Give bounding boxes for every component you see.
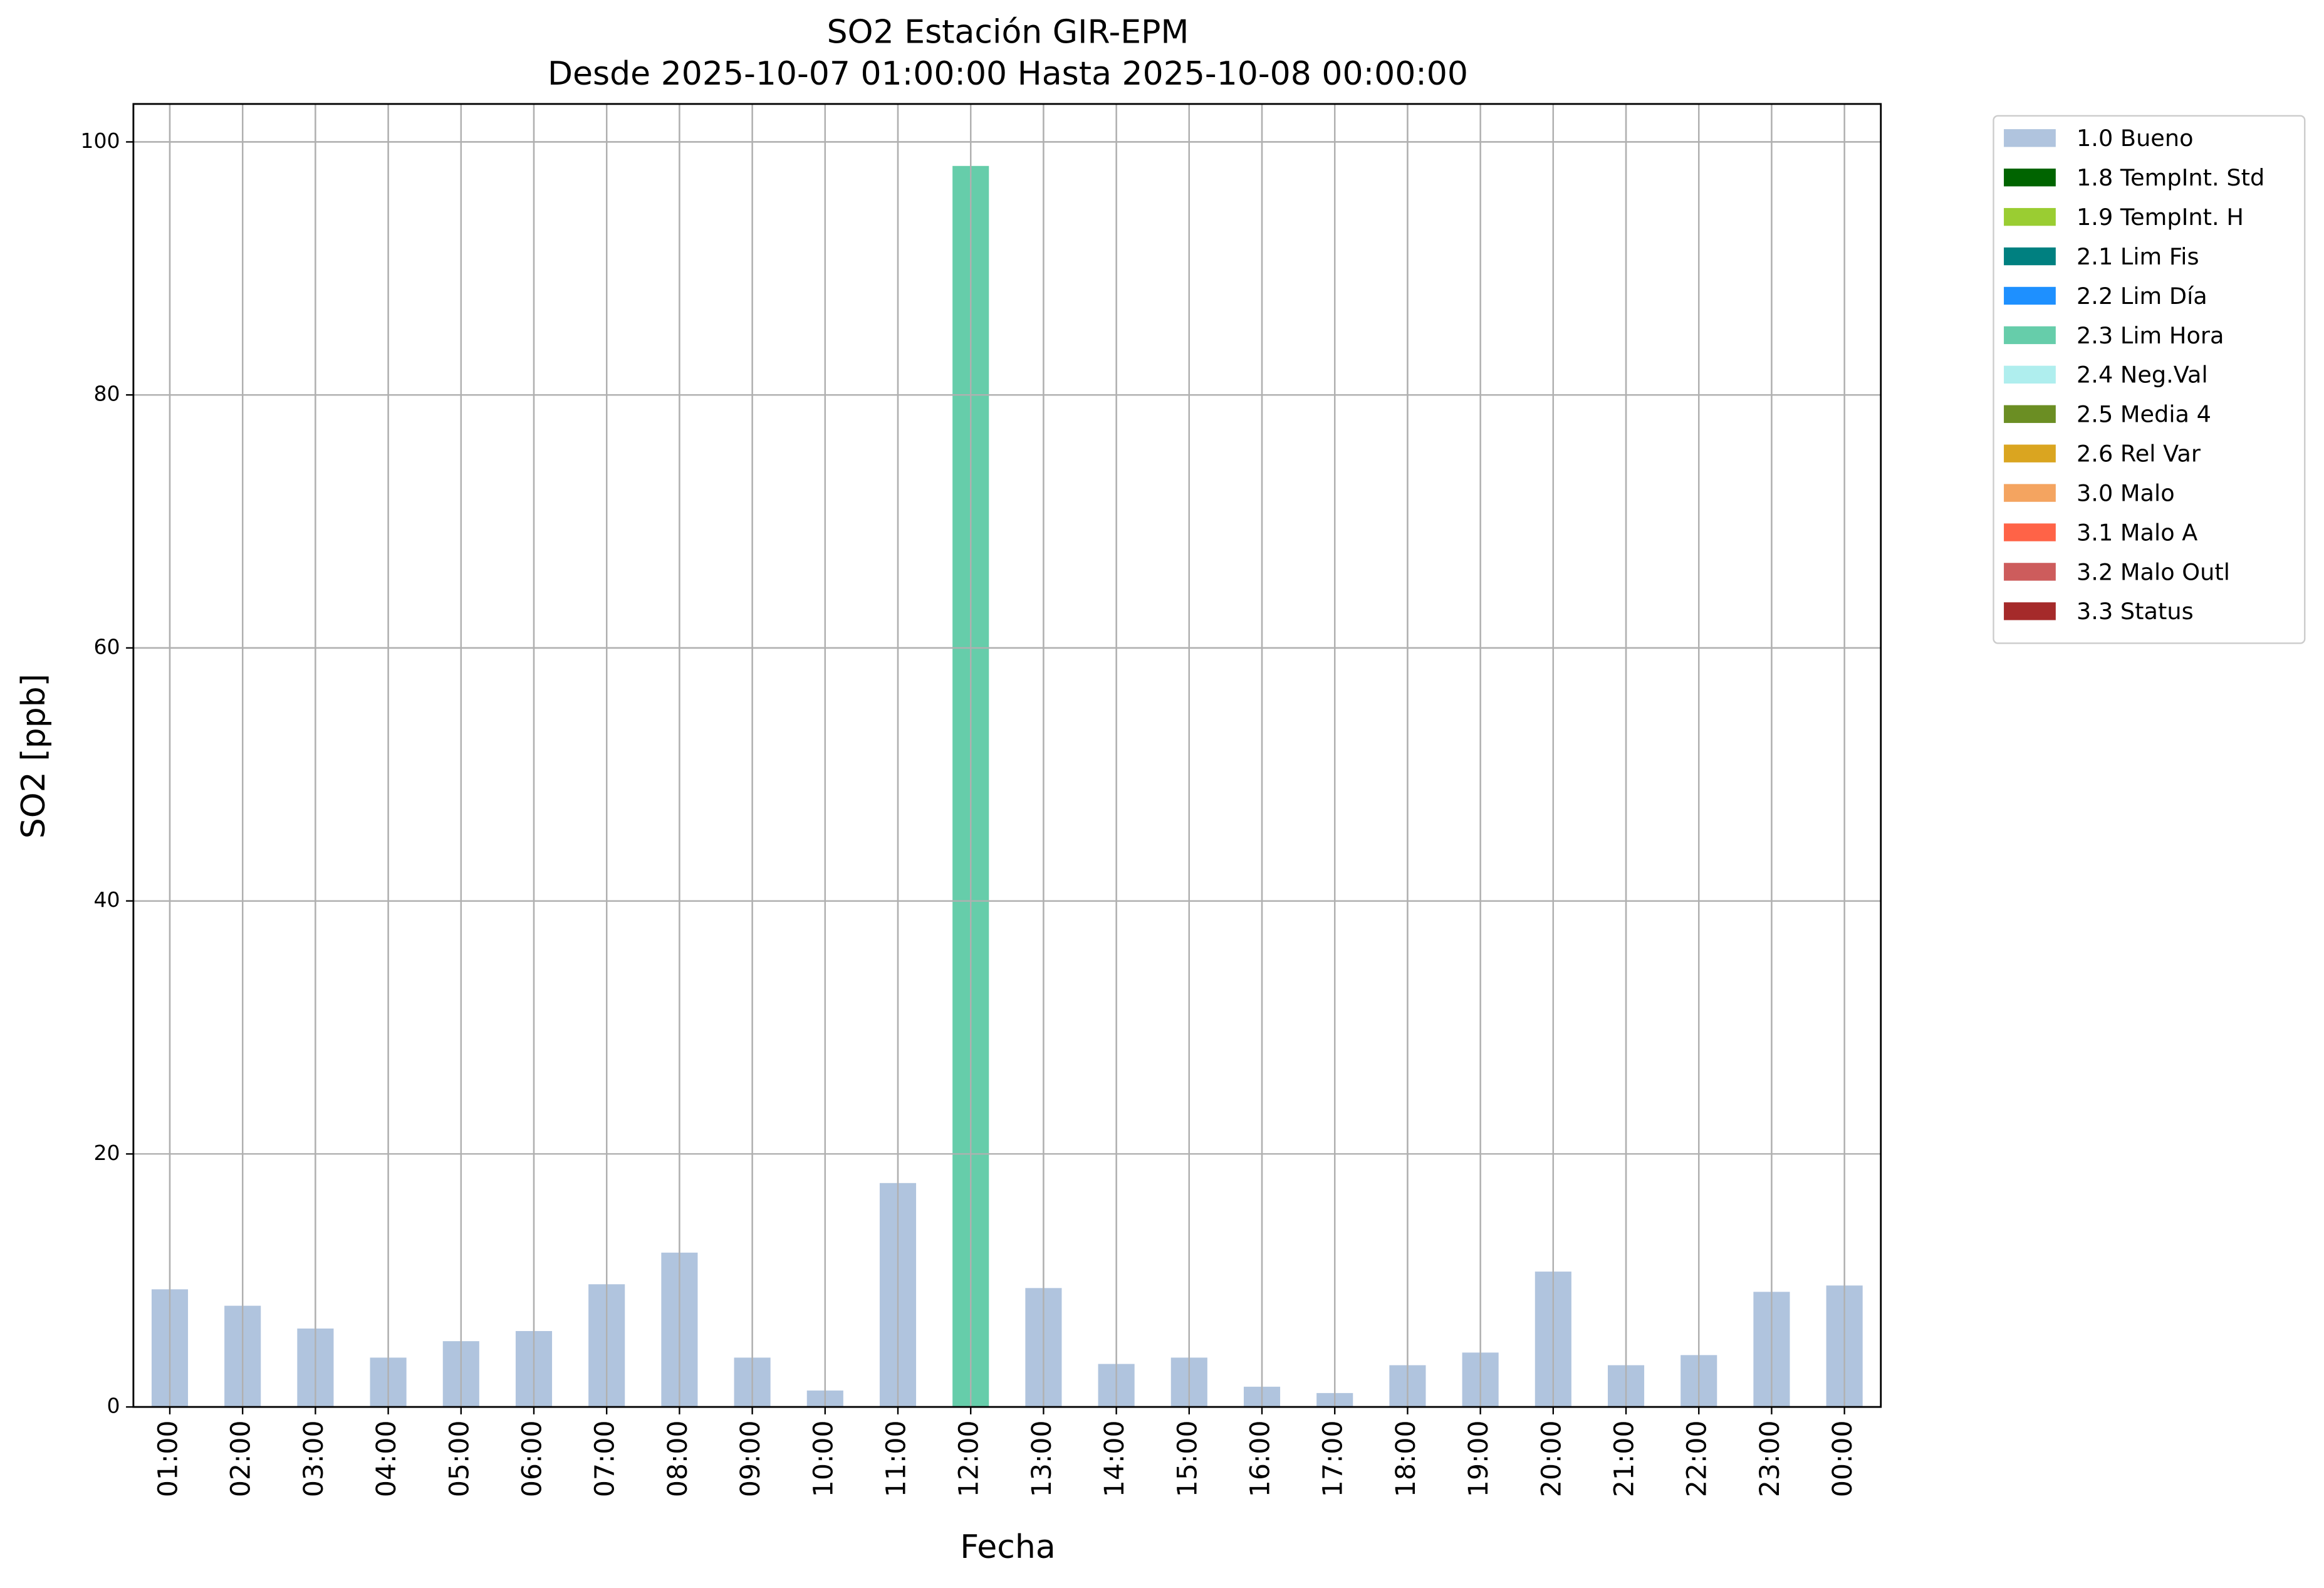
legend-label: 3.2 Malo Outl <box>2076 558 2230 585</box>
legend-label: 2.1 Lim Fis <box>2076 243 2199 270</box>
chart-title: SO2 Estación GIR-EPM <box>827 14 1189 51</box>
y-tick-label: 80 <box>93 382 120 406</box>
legend-swatch <box>2004 286 2056 305</box>
y-tick-label: 100 <box>80 128 120 153</box>
legend-label: 2.6 Rel Var <box>2076 441 2201 468</box>
y-tick-label: 60 <box>93 634 120 659</box>
legend-swatch <box>2004 563 2056 581</box>
legend-box <box>1993 115 2306 644</box>
y-axis-label: SO2 [ppb] <box>15 674 53 838</box>
x-tick-label: 07:00 <box>590 1420 621 1497</box>
legend-label: 1.9 TempInt. H <box>2076 204 2244 231</box>
x-tick-label: 12:00 <box>954 1420 985 1497</box>
x-tick-label: 14:00 <box>1099 1420 1130 1497</box>
x-tick-label: 13:00 <box>1026 1420 1058 1497</box>
legend-label: 2.2 Lim Día <box>2076 283 2207 310</box>
legend-label: 3.0 Malo <box>2076 479 2175 506</box>
legend-label: 3.1 Malo A <box>2076 519 2197 546</box>
legend-swatch <box>2004 169 2056 187</box>
x-tick-label: 04:00 <box>371 1420 402 1497</box>
legend-swatch <box>2004 444 2056 462</box>
legend-swatch <box>2004 247 2056 266</box>
x-tick-label: 05:00 <box>444 1420 475 1497</box>
legend-swatch <box>2004 602 2056 620</box>
y-tick-label: 0 <box>107 1394 120 1418</box>
legend-label: 2.4 Neg.Val <box>2076 362 2208 389</box>
legend-swatch <box>2004 405 2056 423</box>
x-tick-label: 17:00 <box>1318 1420 1349 1497</box>
chart-subtitle: Desde 2025-10-07 01:00:00 Hasta 2025-10-… <box>548 55 1468 93</box>
legend-swatch <box>2004 129 2056 147</box>
x-tick-label: 20:00 <box>1536 1420 1567 1497</box>
x-tick-label: 02:00 <box>226 1420 257 1497</box>
x-tick-label: 23:00 <box>1754 1420 1786 1497</box>
legend-label: 2.5 Media 4 <box>2076 401 2211 428</box>
legend-label: 3.3 Status <box>2076 598 2194 625</box>
x-tick-label: 22:00 <box>1682 1420 1713 1497</box>
x-tick-label: 11:00 <box>881 1420 912 1497</box>
x-tick-label: 00:00 <box>1827 1420 1858 1497</box>
plot-frame <box>132 103 1882 1408</box>
x-tick-label: 09:00 <box>735 1420 766 1497</box>
x-tick-label: 08:00 <box>662 1420 694 1497</box>
x-tick-label: 15:00 <box>1172 1420 1203 1497</box>
x-tick-label: 03:00 <box>298 1420 330 1497</box>
x-tick-label: 21:00 <box>1609 1420 1640 1497</box>
x-tick-label: 16:00 <box>1245 1420 1276 1497</box>
legend-swatch <box>2004 365 2056 384</box>
legend-label: 1.0 Bueno <box>2076 125 2194 152</box>
x-tick-label: 18:00 <box>1390 1420 1422 1497</box>
x-tick-label: 06:00 <box>516 1420 548 1497</box>
x-tick-label: 01:00 <box>152 1420 184 1497</box>
legend-swatch <box>2004 326 2056 345</box>
x-tick-label: 19:00 <box>1463 1420 1494 1497</box>
y-tick-label: 40 <box>93 887 120 912</box>
legend-swatch <box>2004 207 2056 226</box>
x-tick-label: 10:00 <box>808 1420 839 1497</box>
legend-label: 1.8 TempInt. Std <box>2076 164 2264 191</box>
legend-swatch <box>2004 523 2056 541</box>
y-tick-label: 20 <box>93 1141 120 1165</box>
x-axis-label: Fecha <box>960 1528 1056 1566</box>
legend-label: 2.3 Lim Hora <box>2076 322 2224 349</box>
legend-swatch <box>2004 484 2056 502</box>
